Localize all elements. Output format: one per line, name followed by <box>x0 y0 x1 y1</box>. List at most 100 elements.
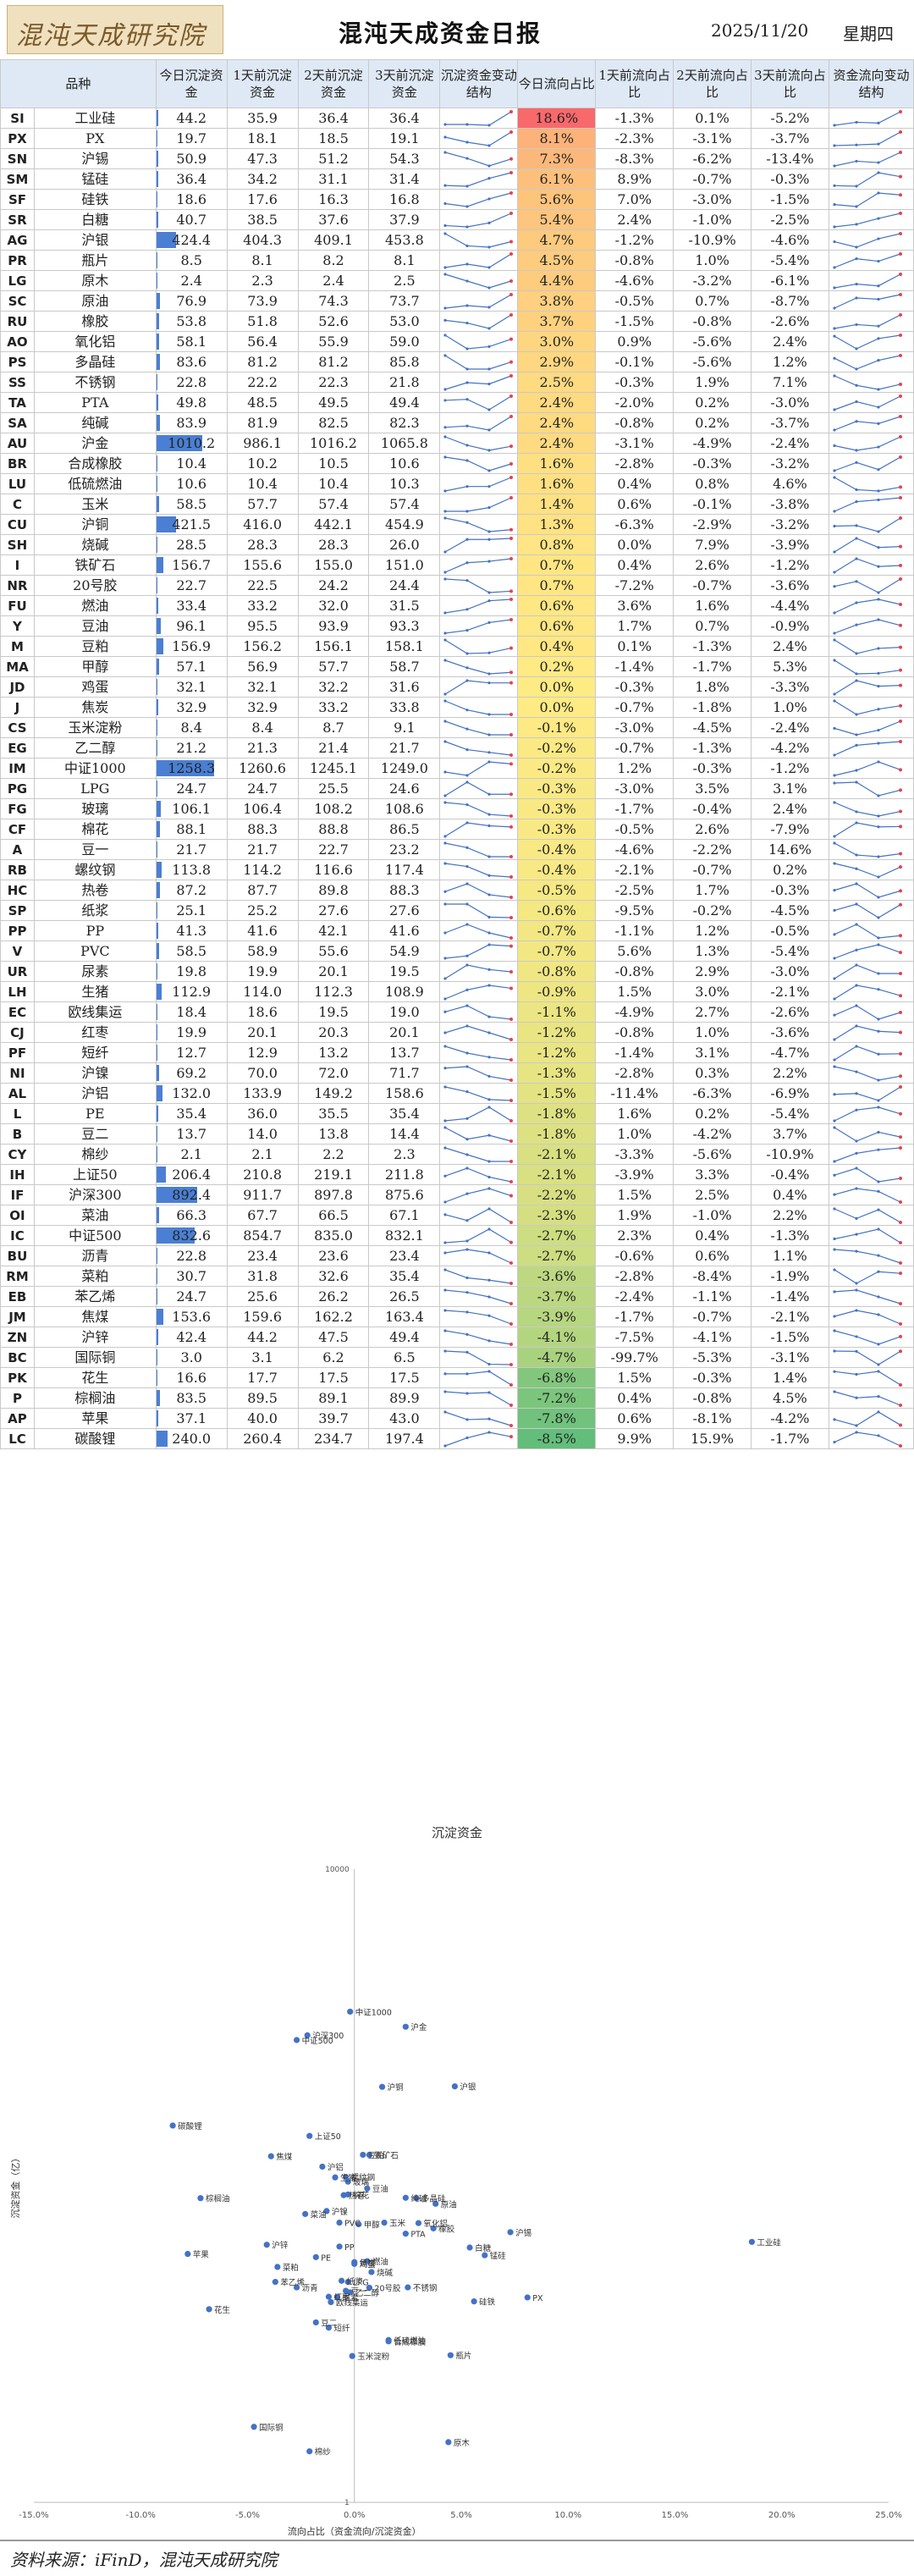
sparkline-point <box>855 1372 858 1376</box>
scatter-point <box>402 2023 409 2030</box>
sparkline-point <box>443 1240 447 1244</box>
oi-value: 36.0 <box>247 1105 278 1122</box>
oi-value: 54.9 <box>389 942 420 959</box>
variety-name: 低硫燃油 <box>33 473 157 494</box>
sparkline-point <box>465 509 469 513</box>
sparkline-path <box>834 862 901 878</box>
flow-today-cell: -0.6% <box>517 900 597 921</box>
oi-sparkline <box>443 109 514 127</box>
flow-cell: -0.3% <box>751 168 829 190</box>
flow-cell: 0.4% <box>751 1184 829 1205</box>
flow-today-cell: -1.5% <box>517 1083 597 1104</box>
flow-value: -1.3% <box>692 739 732 756</box>
sparkline-point <box>855 383 858 387</box>
scatter-point <box>304 2032 311 2038</box>
oi-sparkline <box>443 1369 514 1387</box>
scatter-point-label: 锰硅 <box>490 2251 507 2261</box>
flow-value: -2.8% <box>614 455 654 472</box>
oi-cell: 17.6 <box>226 189 299 210</box>
variety-name: 碳酸锂 <box>33 1428 157 1449</box>
flow-cell: -1.3% <box>673 636 752 657</box>
sparkline-point <box>877 529 880 533</box>
variety-code: OI <box>0 1205 35 1226</box>
flow-value: -6.9% <box>770 1084 810 1101</box>
flow-cell: -1.7% <box>751 1428 829 1449</box>
flow-cell: -0.7% <box>595 737 674 758</box>
flow-sparkline <box>833 1389 902 1407</box>
sparkline-point <box>855 1139 858 1143</box>
sparkline-point <box>465 1089 469 1093</box>
flow-cell: -3.9% <box>751 534 829 555</box>
flow-value: 5.3% <box>773 658 807 675</box>
oi-data-bar <box>157 1309 164 1325</box>
flow-value: -1.0% <box>692 1206 732 1223</box>
sparkline-point <box>898 353 902 357</box>
flow-value: -2.1% <box>770 1308 810 1325</box>
flow-trend-cell <box>828 819 914 840</box>
flow-today-cell: -7.2% <box>517 1387 597 1409</box>
oi-data-bar <box>157 659 159 675</box>
oi-value: 211.8 <box>385 1166 424 1183</box>
oi-cell: 57.7 <box>226 494 299 515</box>
flow-cell: -1.2% <box>751 758 829 779</box>
table-row: CF 棉花 88.1 88.3 88.8 86.5 -0.3% -0.5% 2.6% -7.9% <box>0 819 914 840</box>
flow-trend-cell <box>828 737 914 758</box>
sparkline-point <box>509 130 514 134</box>
sparkline-point <box>855 1308 858 1312</box>
sparkline-path <box>445 781 512 797</box>
sparkline-path <box>445 1065 512 1081</box>
sparkline-point <box>509 588 514 593</box>
sparkline-point <box>898 312 902 317</box>
flow-value: -0.1% <box>537 719 576 736</box>
oi-value: 41.6 <box>389 922 420 939</box>
oi-value: 10.4 <box>176 455 206 472</box>
sparkline-point <box>855 852 858 857</box>
flow-value: -0.5% <box>614 292 654 309</box>
sparkline-point <box>465 1436 469 1439</box>
sparkline-point <box>487 651 491 654</box>
oi-trend-cell <box>439 473 519 494</box>
sparkline-point <box>833 956 836 960</box>
sparkline-point <box>443 1371 447 1376</box>
flow-cell: 7.0% <box>595 189 674 210</box>
flow-value: -4.1% <box>692 1328 732 1345</box>
table-row: LC 碳酸锂 240.0 260.4 234.7 197.4 -8.5% 9.9% 15.9% -… <box>0 1428 914 1449</box>
flow-today-cell: 0.0% <box>517 697 597 718</box>
flow-sparkline <box>833 1349 902 1366</box>
flow-cell: 1.7% <box>595 615 674 637</box>
oi-cell: 21.7 <box>226 839 299 860</box>
oi-value: 22.8 <box>176 373 206 390</box>
oi-value: 67.1 <box>389 1206 420 1223</box>
oi-cell: 28.3 <box>226 534 299 555</box>
sparkline-point <box>487 968 491 971</box>
flow-cell: -7.2% <box>595 575 674 596</box>
oi-value: 3.0 <box>180 1349 202 1365</box>
oi-data-bar <box>157 618 161 634</box>
flow-today-cell: 0.7% <box>517 554 597 576</box>
oi-value: 112.3 <box>314 983 353 1000</box>
table-row: PG LPG 24.7 24.7 25.5 24.6 -0.3% -3.0% 3.5% 3.1% <box>0 778 914 799</box>
scatter-point-label: 沪深300 <box>312 2031 344 2041</box>
sparkline-point <box>877 336 880 340</box>
oi-cell: 51.8 <box>226 311 299 332</box>
flow-value: 1.6% <box>695 597 730 614</box>
flow-value: -0.4% <box>692 800 732 817</box>
sparkline-point <box>877 1029 880 1033</box>
flow-sparkline <box>833 434 902 452</box>
flow-trend-cell <box>828 595 914 616</box>
variety-name: 多晶硅 <box>33 351 157 372</box>
flow-cell: -10.9% <box>673 229 752 251</box>
flow-value: 8.9% <box>617 170 652 187</box>
oi-cell: 35.4 <box>368 1103 441 1124</box>
flow-value: -1.5% <box>770 1328 810 1345</box>
flow-today-cell: -1.2% <box>517 1042 597 1063</box>
flow-cell: -1.5% <box>595 311 674 332</box>
flow-value: -1.7% <box>770 1430 810 1447</box>
table-row: JD 鸡蛋 32.1 32.1 32.2 31.6 0.0% -0.3% 1.8% -3.3% <box>0 676 914 698</box>
sparkline-point <box>509 211 514 215</box>
sparkline-point <box>443 834 447 838</box>
oi-data-bar <box>157 435 203 451</box>
sparkline-point <box>465 560 469 564</box>
sparkline-point <box>855 712 858 716</box>
sparkline-path <box>834 1187 901 1203</box>
